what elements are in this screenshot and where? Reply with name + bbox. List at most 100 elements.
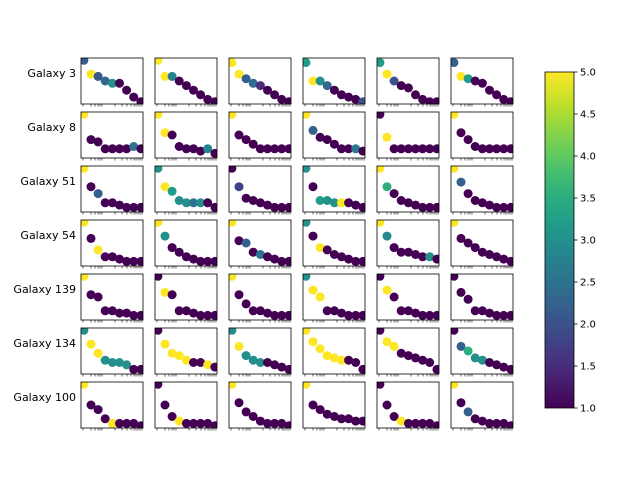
data-point xyxy=(210,148,217,158)
data-point xyxy=(136,310,143,320)
axes-frame xyxy=(80,219,144,267)
subplot-panel xyxy=(154,111,218,161)
data-point xyxy=(329,139,339,149)
data-point xyxy=(196,146,206,156)
data-point xyxy=(315,243,325,253)
subplot-panel xyxy=(450,111,514,161)
data-point xyxy=(270,90,280,100)
data-point xyxy=(277,144,287,154)
data-point xyxy=(203,360,213,370)
points xyxy=(155,382,217,428)
data-point xyxy=(129,364,139,374)
data-point xyxy=(485,144,494,154)
x-ticks xyxy=(452,428,513,431)
data-point xyxy=(506,202,513,212)
data-point xyxy=(470,353,480,363)
subplot-panel xyxy=(228,327,292,377)
data-point xyxy=(122,144,132,154)
data-point xyxy=(411,144,420,154)
axes-frame xyxy=(80,57,144,105)
x-ticks xyxy=(82,212,143,215)
data-point xyxy=(234,130,244,140)
data-point xyxy=(241,74,251,84)
data-point xyxy=(432,202,439,212)
data-point xyxy=(303,220,311,227)
colorbar-tick-label: 1.5 xyxy=(580,362,596,373)
x-ticks xyxy=(304,266,365,269)
data-point xyxy=(477,144,487,154)
data-point xyxy=(425,97,435,104)
axes-frame xyxy=(80,273,144,321)
data-point xyxy=(418,252,428,262)
data-point xyxy=(263,252,272,262)
data-point xyxy=(129,202,139,212)
data-point xyxy=(322,409,332,419)
data-point xyxy=(337,144,346,154)
data-point xyxy=(100,252,110,262)
data-point xyxy=(322,245,332,255)
subplot-panel xyxy=(154,327,218,377)
data-point xyxy=(358,146,365,156)
data-point xyxy=(456,341,466,351)
data-point xyxy=(358,416,365,426)
axes-frame xyxy=(376,327,440,375)
data-point xyxy=(181,252,191,262)
data-point xyxy=(432,254,439,264)
data-point xyxy=(492,90,502,100)
subplot-panel xyxy=(228,111,292,161)
data-point xyxy=(322,135,332,145)
data-point xyxy=(351,256,361,266)
data-point xyxy=(122,360,132,370)
axes-frame xyxy=(302,165,366,213)
data-point xyxy=(129,418,139,428)
x-ticks xyxy=(156,374,217,377)
data-point xyxy=(308,182,318,192)
data-point xyxy=(93,137,103,147)
data-point xyxy=(337,308,346,318)
data-point xyxy=(411,418,420,428)
axes-frame xyxy=(302,381,366,429)
subplot-panel xyxy=(450,381,514,431)
data-point xyxy=(377,58,385,68)
x-ticks xyxy=(378,158,439,161)
data-point xyxy=(506,97,513,104)
x-ticks xyxy=(82,158,143,161)
x-ticks xyxy=(304,374,365,377)
data-point xyxy=(129,92,139,102)
data-point xyxy=(93,405,103,415)
data-point xyxy=(377,112,385,119)
axes-frame xyxy=(80,381,144,429)
data-point xyxy=(403,351,413,361)
x-ticks xyxy=(230,158,291,161)
data-point xyxy=(351,358,361,367)
x-ticks xyxy=(452,374,513,377)
data-point xyxy=(492,360,502,370)
x-ticks xyxy=(156,428,217,431)
data-point xyxy=(203,144,213,154)
data-point xyxy=(351,416,361,426)
axes-frame xyxy=(154,57,218,105)
data-point xyxy=(322,196,332,205)
data-point xyxy=(425,310,435,320)
data-point xyxy=(351,200,361,210)
data-point xyxy=(284,256,291,266)
data-point xyxy=(129,310,139,320)
data-point xyxy=(315,132,325,142)
data-point xyxy=(270,360,280,370)
data-point xyxy=(477,306,487,316)
data-point xyxy=(277,310,287,320)
data-point xyxy=(499,362,509,372)
data-point xyxy=(344,198,354,208)
data-point xyxy=(499,418,509,428)
points xyxy=(229,220,291,266)
data-point xyxy=(210,421,217,428)
data-point xyxy=(248,196,258,205)
subplot-panel xyxy=(80,111,144,161)
data-point xyxy=(351,310,361,320)
x-ticks xyxy=(378,266,439,269)
data-point xyxy=(418,94,428,104)
x-ticks xyxy=(156,266,217,269)
data-point xyxy=(403,198,413,208)
data-point xyxy=(155,328,163,335)
data-point xyxy=(396,81,406,91)
